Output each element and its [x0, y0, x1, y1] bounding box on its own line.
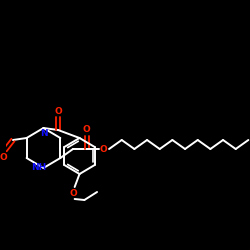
Text: O: O	[54, 106, 62, 116]
Text: N: N	[40, 128, 47, 138]
Text: O: O	[70, 188, 78, 198]
Text: O: O	[99, 144, 107, 154]
Text: O: O	[83, 126, 90, 134]
Text: O: O	[0, 152, 7, 162]
Text: NH: NH	[31, 164, 46, 172]
